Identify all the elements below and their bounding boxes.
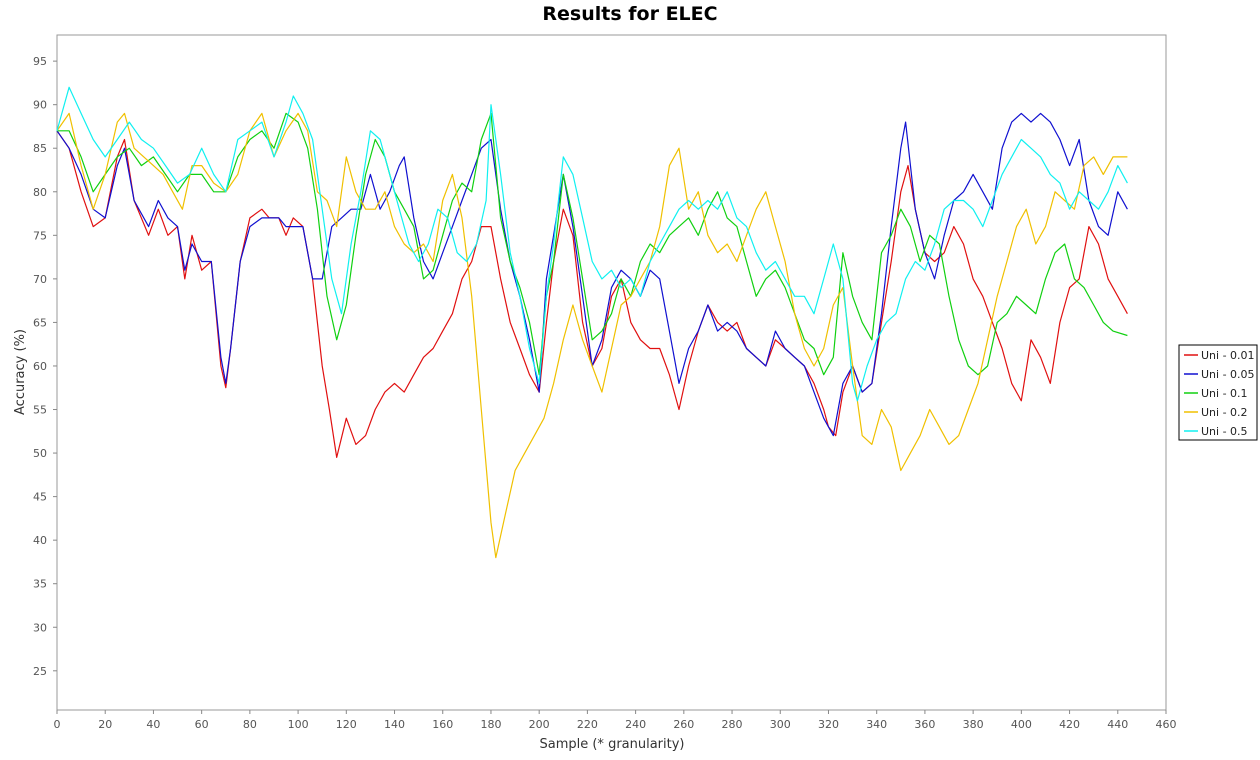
- y-tick-label: 40: [33, 534, 47, 547]
- x-tick-label: 440: [1107, 718, 1128, 731]
- x-tick-label: 400: [1011, 718, 1032, 731]
- y-tick-label: 50: [33, 447, 47, 460]
- legend-item-label: Uni - 0.05: [1201, 368, 1255, 381]
- x-tick-label: 60: [195, 718, 209, 731]
- legend-item-label: Uni - 0.01: [1201, 349, 1255, 362]
- series-lines: [56, 86, 1128, 559]
- y-tick-label: 85: [33, 142, 47, 155]
- y-axis-label: Accuracy (%): [13, 329, 28, 415]
- y-tick-label: 55: [33, 404, 47, 417]
- legend-item-label: Uni - 0.5: [1201, 425, 1248, 438]
- x-tick-label: 240: [625, 718, 646, 731]
- x-tick-label: 100: [288, 718, 309, 731]
- legend-item-label: Uni - 0.2: [1201, 406, 1248, 419]
- y-tick-label: 25: [33, 665, 47, 678]
- x-tick-label: 300: [770, 718, 791, 731]
- legend-item-label: Uni - 0.1: [1201, 387, 1248, 400]
- y-tick-label: 70: [33, 273, 47, 286]
- x-tick-label: 420: [1059, 718, 1080, 731]
- legend: Uni - 0.01 Uni - 0.05 Uni - 0.1 Uni - 0.2 Un…: [1178, 344, 1258, 441]
- y-tick-label: 75: [33, 229, 47, 242]
- x-tick-label: 0: [54, 718, 61, 731]
- y-tick-label: 80: [33, 186, 47, 199]
- x-tick-label: 200: [529, 718, 550, 731]
- x-tick-label: 320: [818, 718, 839, 731]
- x-axis-label: Sample (* granularity): [539, 737, 684, 752]
- x-tick-label: 260: [673, 718, 694, 731]
- x-tick-label: 220: [577, 718, 598, 731]
- chart-title: Results for ELEC: [542, 3, 717, 25]
- x-tick-label: 80: [243, 718, 257, 731]
- y-tick-label: 65: [33, 316, 47, 329]
- y-axis: 25 30 35 40 45 50 55 60 65 70 75 80 85 90 95: [33, 55, 57, 678]
- series-line-uni-0-5: [56, 86, 1128, 402]
- y-tick-label: 60: [33, 360, 47, 373]
- x-tick-label: 160: [432, 718, 453, 731]
- y-tick-label: 45: [33, 491, 47, 504]
- y-tick-label: 95: [33, 55, 47, 68]
- series-line-uni-0-05: [56, 112, 1128, 437]
- x-tick-label: 40: [146, 718, 160, 731]
- y-tick-label: 90: [33, 99, 47, 112]
- x-axis: 0 20 40 60 80 100 120 140 160 180 200 220 240 260 280 3…: [54, 710, 1177, 731]
- x-tick-label: 280: [722, 718, 743, 731]
- x-tick-label: 380: [963, 718, 984, 731]
- x-tick-label: 140: [384, 718, 405, 731]
- x-tick-label: 120: [336, 718, 357, 731]
- x-tick-label: 180: [480, 718, 501, 731]
- y-tick-label: 30: [33, 621, 47, 634]
- x-tick-label: 340: [866, 718, 887, 731]
- x-tick-label: 360: [914, 718, 935, 731]
- y-tick-label: 35: [33, 578, 47, 591]
- x-tick-label: 20: [98, 718, 112, 731]
- x-tick-label: 460: [1156, 718, 1177, 731]
